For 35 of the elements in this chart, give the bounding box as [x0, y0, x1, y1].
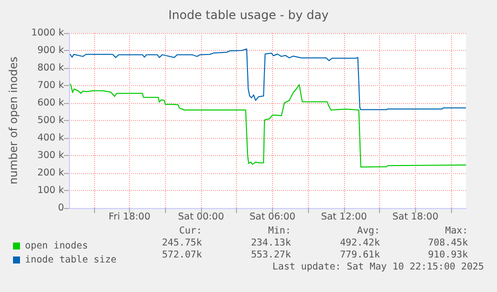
x-tick-label: Fri 18:00: [108, 212, 150, 222]
y-tick-label: 800 k: [37, 62, 64, 74]
y-tick-label: 700 k: [37, 80, 64, 91]
y-axis-title: number of open inodes: [7, 56, 20, 184]
legend-label: open inodes: [25, 240, 88, 252]
y-tick-label: 900 k: [37, 45, 64, 56]
text: Min:: [268, 226, 291, 236]
y-tick-label: 300 k: [37, 150, 64, 161]
line-series: [69, 84, 466, 168]
text: 234.13k: [250, 238, 292, 248]
text: 910.93k: [428, 250, 468, 260]
chart-title: Inode table usage - by day: [168, 8, 329, 22]
y-tick-label: 1000 k: [31, 28, 64, 38]
text: 553.27k: [250, 250, 292, 260]
y-tick-label: 100 k: [37, 185, 64, 196]
x-tick-label: Sat 18:00: [392, 212, 438, 222]
x-tick-label: Sat 00:00: [178, 212, 224, 222]
line-series: [69, 48, 466, 110]
text: 708.45k: [428, 238, 468, 248]
text: 245.75k: [162, 238, 202, 248]
x-tick-label: Sat 06:00: [249, 212, 296, 222]
text: 779.61k: [340, 250, 380, 260]
y-tick-label: 200 k: [37, 168, 64, 178]
y-tick-label: 0: [58, 202, 64, 214]
y-tick-label: 400 k: [37, 132, 64, 144]
y-tick-label: 600 k: [37, 98, 64, 108]
legend-label: inode table size: [25, 254, 117, 266]
text: 492.42k: [340, 238, 380, 248]
text: Cur:: [179, 226, 202, 236]
x-tick-label: Sat 12:00: [320, 212, 367, 222]
y-tick-label: 500 k: [37, 115, 64, 126]
text: Avg:: [357, 226, 380, 236]
text: Last update: Sat May 10 22:15:00 2025: [272, 262, 484, 272]
text: 572.07k: [162, 250, 202, 260]
text: Max:: [445, 226, 468, 236]
